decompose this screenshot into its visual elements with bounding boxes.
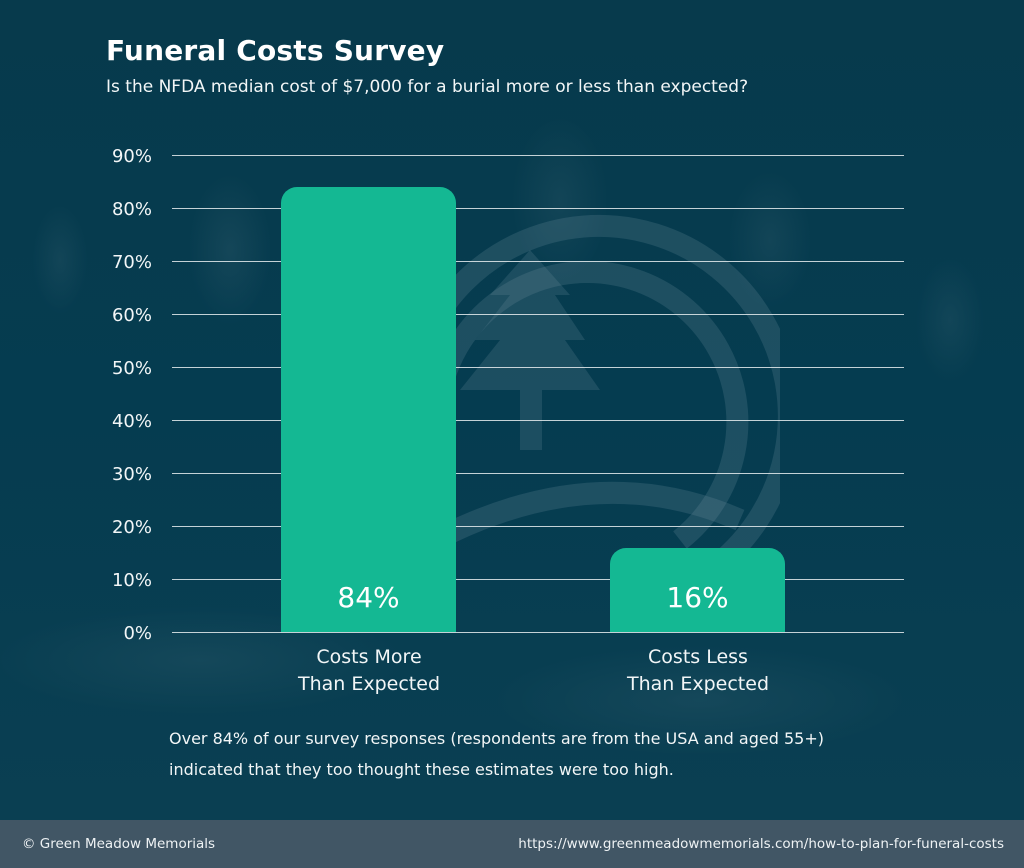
gridline-90 xyxy=(172,155,904,156)
y-tick-label: 20% xyxy=(111,517,152,538)
x-label-line: Than Expected xyxy=(297,673,441,695)
bar-chart: 90% 80% 70% 60% 50% 40% 30% 20% 10% 0% 8… xyxy=(111,146,904,698)
x-category-label-less: Costs Less Than Expected xyxy=(578,644,818,698)
chart-title: Funeral Costs Survey xyxy=(106,34,445,67)
y-tick-label: 60% xyxy=(111,305,152,326)
gridline-40 xyxy=(172,420,904,421)
y-tick-label: 50% xyxy=(111,358,152,379)
x-label-line: Costs Less xyxy=(648,646,748,668)
bar-costs-more: 84% xyxy=(281,187,456,632)
y-tick-label: 0% xyxy=(123,623,152,644)
bar-value-label: 16% xyxy=(666,581,729,614)
footer: © Green Meadow Memorials https://www.gre… xyxy=(0,820,1024,868)
note-line: indicated that they too thought these es… xyxy=(169,760,674,779)
x-label-line: Than Expected xyxy=(626,673,770,695)
y-tick-label: 80% xyxy=(111,199,152,220)
gridline-70 xyxy=(172,261,904,262)
bar-value-label: 84% xyxy=(337,581,400,614)
y-tick-label: 90% xyxy=(111,146,152,167)
background-photo xyxy=(0,0,1024,820)
gridline-30 xyxy=(172,473,904,474)
x-category-label-more: Costs More Than Expected xyxy=(249,644,489,698)
y-tick-label: 70% xyxy=(111,252,152,273)
gridline-50 xyxy=(172,367,904,368)
gridline-60 xyxy=(172,314,904,315)
survey-note: Over 84% of our survey responses (respon… xyxy=(169,723,889,785)
gridline-0 xyxy=(172,632,904,633)
x-label-line: Costs More xyxy=(316,646,422,668)
y-tick-label: 40% xyxy=(111,411,152,432)
y-tick-label: 30% xyxy=(111,464,152,485)
gridline-80 xyxy=(172,208,904,209)
gridline-10 xyxy=(172,579,904,580)
footer-copyright: © Green Meadow Memorials xyxy=(22,836,216,852)
footer-url-link[interactable]: https://www.greenmeadowmemorials.com/how… xyxy=(518,836,1004,852)
gridline-20 xyxy=(172,526,904,527)
bar-costs-less: 16% xyxy=(610,548,785,632)
chart-subtitle: Is the NFDA median cost of $7,000 for a … xyxy=(106,77,749,97)
y-tick-label: 10% xyxy=(111,570,152,591)
note-line: Over 84% of our survey responses (respon… xyxy=(169,729,824,748)
